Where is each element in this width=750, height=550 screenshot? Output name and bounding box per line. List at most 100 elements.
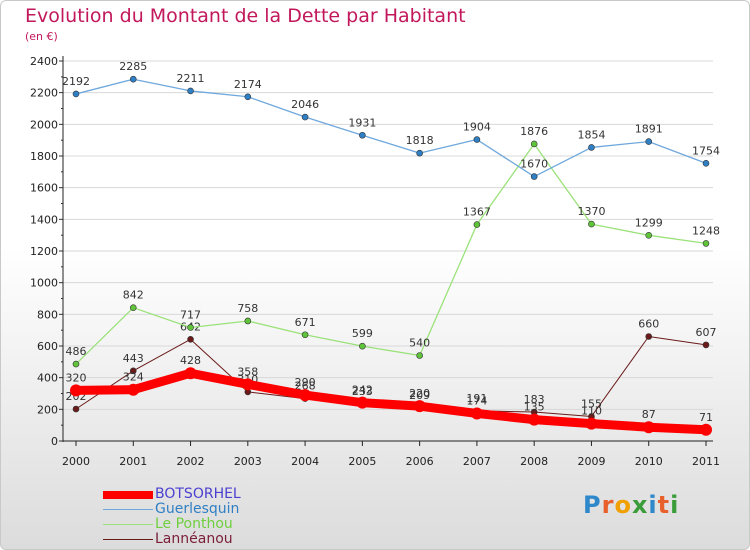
data-label-guerlesquin: 2174 bbox=[234, 78, 262, 91]
legend-item-lann-anou: Lannéanou bbox=[103, 532, 241, 547]
data-label-lann-anou: 607 bbox=[696, 326, 717, 339]
data-point-guerlesquin bbox=[129, 75, 137, 83]
data-label-guerlesquin: 1891 bbox=[635, 123, 663, 136]
data-point-guerlesquin bbox=[588, 144, 595, 151]
logo-letter: t bbox=[657, 491, 671, 519]
data-label-botsorhel: 358 bbox=[237, 365, 258, 378]
data-label-guerlesquin: 2046 bbox=[291, 98, 319, 111]
data-point-lann-anou bbox=[187, 336, 194, 343]
data-label-guerlesquin: 1931 bbox=[348, 116, 376, 129]
data-label-le-ponthou: 540 bbox=[409, 337, 430, 350]
data-point-le-ponthou bbox=[588, 220, 595, 228]
data-label-le-ponthou: 1248 bbox=[692, 224, 720, 237]
y-tick-label: 2000 bbox=[30, 118, 58, 131]
data-label-le-ponthou: 1299 bbox=[635, 216, 663, 229]
data-point-le-ponthou bbox=[473, 221, 481, 228]
y-tick-label: 1800 bbox=[30, 150, 58, 163]
legend-item-le-ponthou: Le Ponthou bbox=[103, 517, 241, 532]
line-chart: 0 200 400 600 800 1000 1200 1400 1600 1800 2000 220… bbox=[30, 55, 720, 468]
data-label-lann-anou: 443 bbox=[123, 352, 144, 365]
chart-title: Evolution du Montant de la Dette par Hab… bbox=[25, 5, 466, 27]
data-point-lann-anou bbox=[129, 367, 137, 375]
data-point-lann-anou bbox=[702, 341, 710, 349]
legend-label-botsorhel: BOTSORHEL bbox=[155, 486, 241, 502]
x-tick-label: 2008 bbox=[520, 455, 548, 468]
y-tick-label: 1600 bbox=[30, 182, 58, 195]
legend-label-guerlesquin: Guerlesquin bbox=[155, 501, 240, 517]
data-point-guerlesquin bbox=[244, 93, 252, 101]
data-label-lann-anou: 209 bbox=[409, 389, 430, 402]
y-tick-label: 2200 bbox=[30, 87, 58, 100]
legend-label-lann-anou: Lannéanou bbox=[155, 531, 233, 547]
proxiti-logo: Proxiti bbox=[583, 491, 679, 519]
x-tick-label: 2007 bbox=[463, 455, 491, 468]
y-tick-label: 1400 bbox=[30, 213, 58, 226]
data-label-botsorhel: 174 bbox=[466, 394, 487, 407]
data-point-le-ponthou bbox=[530, 140, 538, 148]
data-label-botsorhel: 324 bbox=[123, 371, 144, 384]
y-tick-label: 1200 bbox=[30, 245, 58, 258]
series-line-botsorhel bbox=[71, 368, 711, 435]
series-line-le-ponthou bbox=[75, 143, 707, 365]
data-label-botsorhel: 110 bbox=[581, 405, 602, 418]
data-label-botsorhel: 87 bbox=[642, 408, 656, 421]
logo-letter: i bbox=[670, 491, 680, 519]
data-label-botsorhel: 135 bbox=[524, 401, 545, 414]
legend-item-botsorhel: BOTSORHEL bbox=[103, 487, 241, 502]
data-label-le-ponthou: 1367 bbox=[463, 206, 491, 219]
data-point-guerlesquin bbox=[416, 149, 423, 157]
legend: BOTSORHEL Guerlesquin Le Ponthou Lannéanou bbox=[103, 487, 241, 547]
data-point-botsorhel bbox=[585, 417, 598, 430]
x-tick-label: 2009 bbox=[577, 455, 605, 468]
data-label-guerlesquin: 1854 bbox=[577, 128, 605, 141]
data-point-botsorhel bbox=[70, 384, 82, 397]
x-tick-label: 2005 bbox=[348, 455, 376, 468]
data-label-lann-anou: 268 bbox=[295, 380, 316, 393]
legend-item-guerlesquin: Guerlesquin bbox=[103, 502, 241, 517]
data-point-botsorhel bbox=[241, 378, 254, 391]
data-label-guerlesquin: 2211 bbox=[177, 72, 205, 85]
data-label-guerlesquin: 1670 bbox=[520, 158, 548, 171]
data-label-lann-anou: 155 bbox=[581, 397, 602, 410]
y-tick-label: 2400 bbox=[30, 55, 58, 68]
data-label-botsorhel: 320 bbox=[66, 371, 87, 384]
data-label-guerlesquin: 1818 bbox=[406, 134, 434, 147]
data-point-guerlesquin bbox=[702, 159, 710, 167]
logo-letter: o bbox=[614, 491, 632, 519]
y-tick-label: 800 bbox=[37, 308, 58, 321]
data-label-lann-anou: 233 bbox=[352, 385, 373, 398]
data-label-le-ponthou: 717 bbox=[180, 308, 201, 321]
legend-swatch-guerlesquin bbox=[103, 508, 153, 511]
data-label-lann-anou: 183 bbox=[524, 393, 545, 406]
data-point-le-ponthou bbox=[702, 240, 710, 247]
data-label-le-ponthou: 1876 bbox=[520, 125, 548, 138]
legend-swatch-le-ponthou bbox=[103, 523, 153, 526]
data-point-le-ponthou bbox=[244, 317, 252, 325]
data-point-le-ponthou bbox=[301, 331, 309, 339]
data-label-lann-anou: 660 bbox=[638, 318, 659, 331]
data-point-le-ponthou bbox=[416, 352, 423, 359]
data-label-botsorhel: 290 bbox=[295, 376, 316, 389]
data-point-botsorhel bbox=[299, 389, 312, 402]
data-label-guerlesquin: 1904 bbox=[463, 121, 491, 134]
data-point-guerlesquin bbox=[301, 113, 309, 121]
data-point-le-ponthou bbox=[359, 342, 366, 350]
data-label-le-ponthou: 842 bbox=[123, 289, 144, 302]
x-tick-label: 2001 bbox=[119, 455, 147, 468]
x-tick-label: 2006 bbox=[406, 455, 434, 468]
data-label-guerlesquin: 2192 bbox=[62, 75, 90, 88]
data-label-le-ponthou: 486 bbox=[66, 345, 87, 358]
data-label-botsorhel: 220 bbox=[409, 387, 430, 400]
y-tick-label: 400 bbox=[37, 372, 58, 385]
data-point-botsorhel bbox=[700, 423, 712, 436]
data-label-le-ponthou: 599 bbox=[352, 327, 373, 340]
data-point-le-ponthou bbox=[645, 232, 653, 239]
data-label-le-ponthou: 758 bbox=[237, 302, 258, 315]
data-point-guerlesquin bbox=[645, 138, 653, 145]
data-point-guerlesquin bbox=[72, 90, 80, 98]
data-label-le-ponthou: 671 bbox=[295, 316, 316, 329]
legend-swatch-lann-anou bbox=[103, 538, 153, 541]
data-point-lann-anou bbox=[72, 405, 80, 413]
legend-swatch-botsorhel bbox=[103, 490, 153, 499]
data-point-botsorhel bbox=[184, 367, 197, 380]
